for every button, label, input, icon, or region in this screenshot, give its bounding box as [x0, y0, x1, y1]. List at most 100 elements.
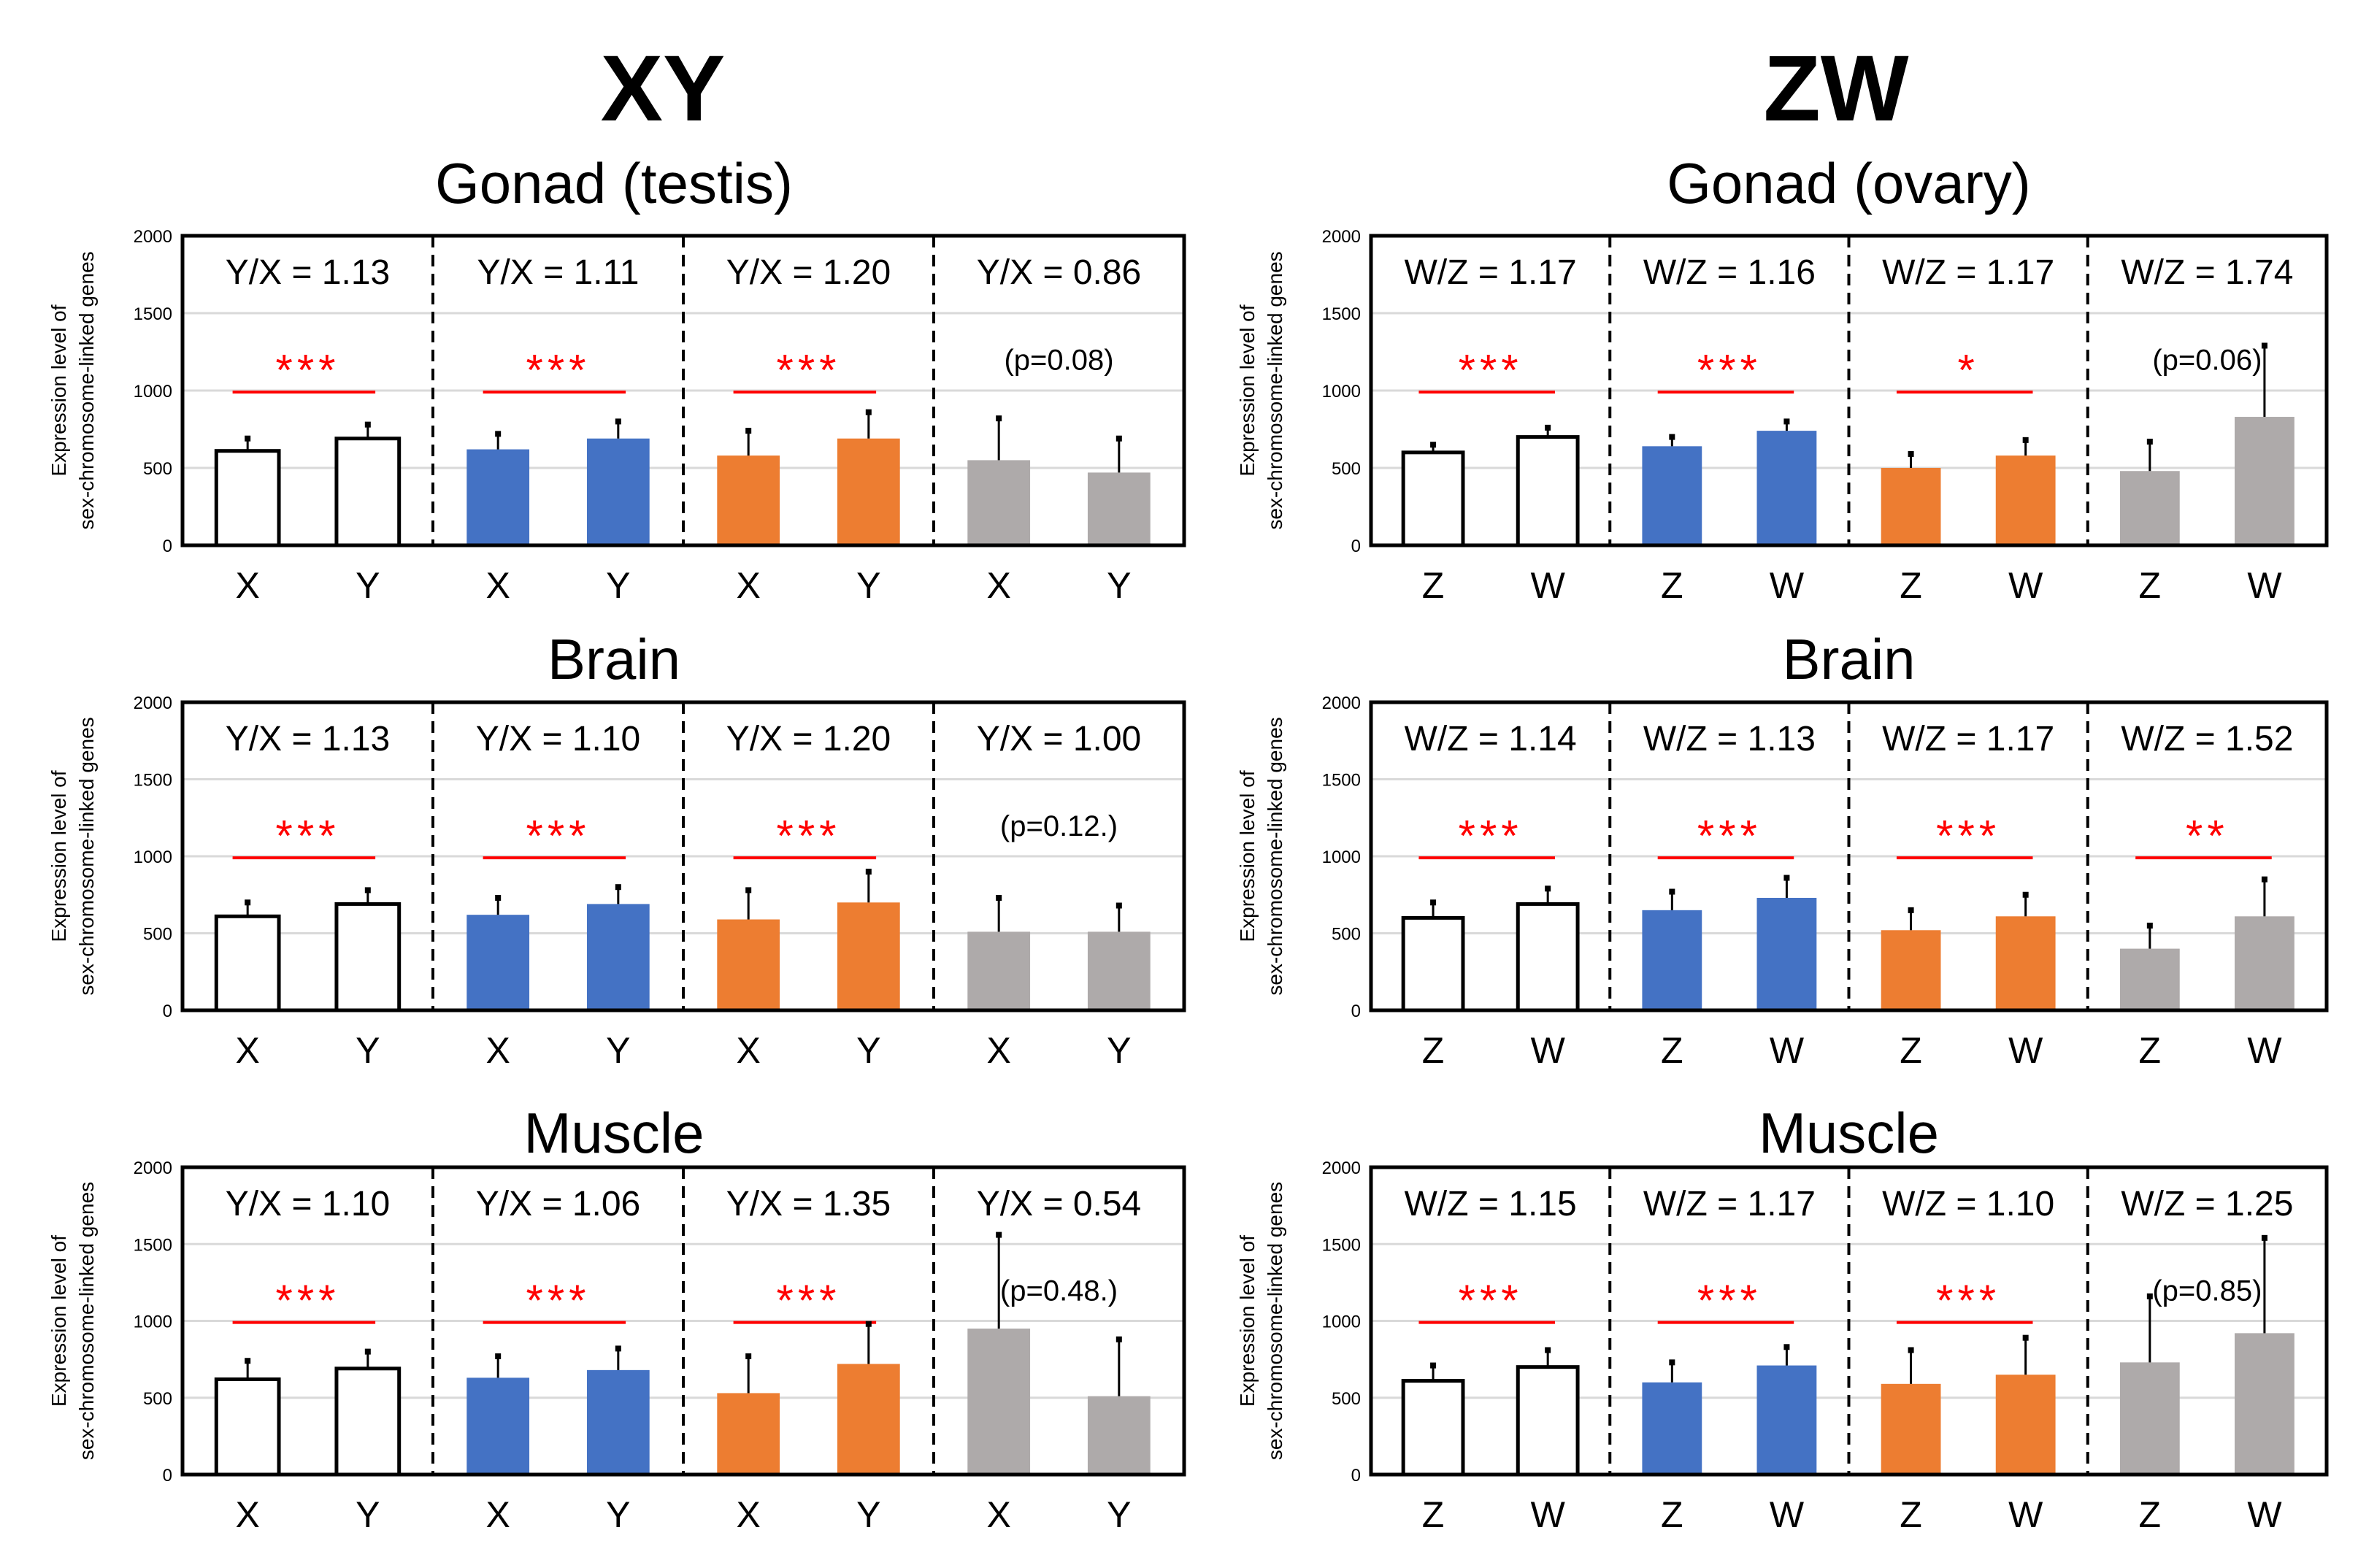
p-value-label: (p=0.08) — [1004, 345, 1113, 377]
x-tick-label: Z — [2139, 1494, 2162, 1535]
x-tick-label: Y — [606, 1494, 630, 1535]
x-tick-label: X — [486, 565, 510, 606]
x-tick-label: X — [737, 1030, 761, 1071]
error-bar-cap — [615, 1345, 621, 1352]
plot-frame — [180, 234, 1186, 547]
significance-stars: *** — [776, 1276, 840, 1325]
chart-panel: Muscle Expression level of sex-chromosome-… — [47, 1101, 1186, 1535]
error-bar-cap — [1783, 418, 1790, 425]
ratio-label: Y/X = 1.06 — [476, 1185, 641, 1223]
error-bar-cap — [364, 421, 371, 428]
bar-z — [2119, 1362, 2180, 1475]
bar-w — [1756, 431, 1817, 545]
bar-z — [1881, 468, 1941, 545]
y-axis-label: sex-chromosome-linked genes — [1264, 251, 1286, 529]
y-tick-label: 0 — [163, 1466, 172, 1486]
significance-stars: *** — [526, 1276, 590, 1325]
ratio-label: Y/X = 1.20 — [726, 720, 891, 758]
plot-frame — [1369, 700, 2329, 1012]
plot-frame — [1369, 234, 2329, 547]
y-tick-label: 1500 — [134, 304, 172, 324]
chart-panel: Brain Expression level of sex-chromosome-l… — [47, 627, 1186, 1071]
error-bar-cap — [1430, 442, 1437, 448]
significance-stars: *** — [526, 345, 590, 394]
error-bar-cap — [1908, 1347, 1914, 1353]
significance-stars: *** — [526, 812, 590, 861]
error-bar-cap — [745, 1353, 752, 1359]
error-bar-cap — [1545, 885, 1551, 892]
error-bar-cap — [495, 894, 502, 901]
x-tick-label: W — [2008, 1494, 2043, 1535]
x-tick-label: W — [2008, 1030, 2043, 1071]
error-bar-cap — [1430, 899, 1437, 906]
x-tick-label: X — [987, 565, 1011, 606]
error-bar-cap — [2261, 1234, 2267, 1241]
bar-w — [1995, 916, 2056, 1010]
bar-w — [2235, 417, 2295, 545]
error-bar-cap — [1430, 1362, 1437, 1369]
ratio-label: Y/X = 1.20 — [726, 253, 891, 292]
y-tick-label: 500 — [1332, 1389, 1361, 1409]
error-bar-cap — [1783, 1344, 1790, 1350]
bar-x — [967, 460, 1031, 545]
bar-w — [1516, 902, 1580, 1012]
significance-stars: ** — [2186, 812, 2229, 861]
significance-stars: *** — [1936, 1276, 2000, 1325]
p-value-label: (p=0.48.) — [1000, 1275, 1118, 1307]
x-tick-label: X — [486, 1030, 510, 1071]
ratio-label: W/Z = 1.13 — [1643, 720, 1816, 758]
bar-z — [1881, 930, 1941, 1010]
bar-z — [2119, 471, 2180, 545]
ratio-label: W/Z = 1.14 — [1405, 720, 1577, 758]
significance-stars: *** — [1459, 1276, 1523, 1325]
error-bar-cap — [364, 887, 371, 893]
error-bar-cap — [1669, 1359, 1675, 1366]
x-tick-label: W — [2247, 1494, 2282, 1535]
y-axis-label: sex-chromosome-linked genes — [75, 251, 98, 529]
y-tick-label: 1500 — [1322, 1235, 1361, 1255]
ratio-label: W/Z = 1.16 — [1643, 253, 1816, 292]
bar-w — [2235, 1333, 2295, 1475]
bar-w — [1995, 1375, 2056, 1475]
bar-x — [717, 1393, 780, 1475]
column-title: ZW — [1764, 36, 1909, 141]
chart-panel: Muscle Expression level of sex-chromosome-… — [1236, 1101, 2329, 1535]
y-axis-label: Expression level of — [1236, 1235, 1259, 1407]
bar-w — [1516, 1365, 1580, 1477]
ratio-label: W/Z = 1.17 — [1882, 253, 2054, 292]
y-tick-label: 0 — [1351, 537, 1361, 556]
x-tick-label: Y — [1107, 1494, 1131, 1535]
y-tick-label: 0 — [1351, 1466, 1361, 1486]
y-tick-label: 1500 — [1322, 304, 1361, 324]
x-tick-label: W — [1770, 565, 1805, 606]
y-tick-label: 500 — [1332, 459, 1361, 479]
x-tick-label: X — [987, 1030, 1011, 1071]
error-bar-cap — [1115, 435, 1122, 442]
p-value-label: (p=0.06) — [2152, 345, 2262, 377]
y-tick-label: 1500 — [134, 1235, 172, 1255]
y-axis-label: sex-chromosome-linked genes — [75, 1182, 98, 1460]
bar-w — [1516, 435, 1580, 547]
y-tick-label: 1500 — [1322, 771, 1361, 791]
bar-x — [466, 915, 530, 1010]
error-bar-cap — [245, 899, 251, 906]
x-tick-label: X — [236, 565, 260, 606]
bar-x — [214, 1377, 281, 1477]
error-bar-cap — [245, 435, 251, 442]
bar-w — [1995, 456, 2056, 545]
chart-panel: Gonad (ovary) Expression level of sex-chro… — [1236, 151, 2329, 606]
y-tick-label: 1000 — [134, 1313, 172, 1332]
x-tick-label: W — [1531, 1030, 1566, 1071]
significance-stars: *** — [776, 812, 840, 861]
x-tick-label: Y — [356, 1494, 380, 1535]
bar-y — [334, 1367, 402, 1477]
error-bar-cap — [495, 431, 502, 437]
chart-panel: Gonad (testis) Expression level of sex-chr… — [47, 151, 1186, 606]
panel-title: Gonad (ovary) — [1667, 151, 2031, 215]
bar-y — [1087, 931, 1151, 1010]
y-tick-label: 500 — [143, 459, 172, 479]
y-tick-label: 2000 — [1322, 1158, 1361, 1178]
plot-frame — [180, 700, 1186, 1012]
bar-x — [717, 456, 780, 545]
